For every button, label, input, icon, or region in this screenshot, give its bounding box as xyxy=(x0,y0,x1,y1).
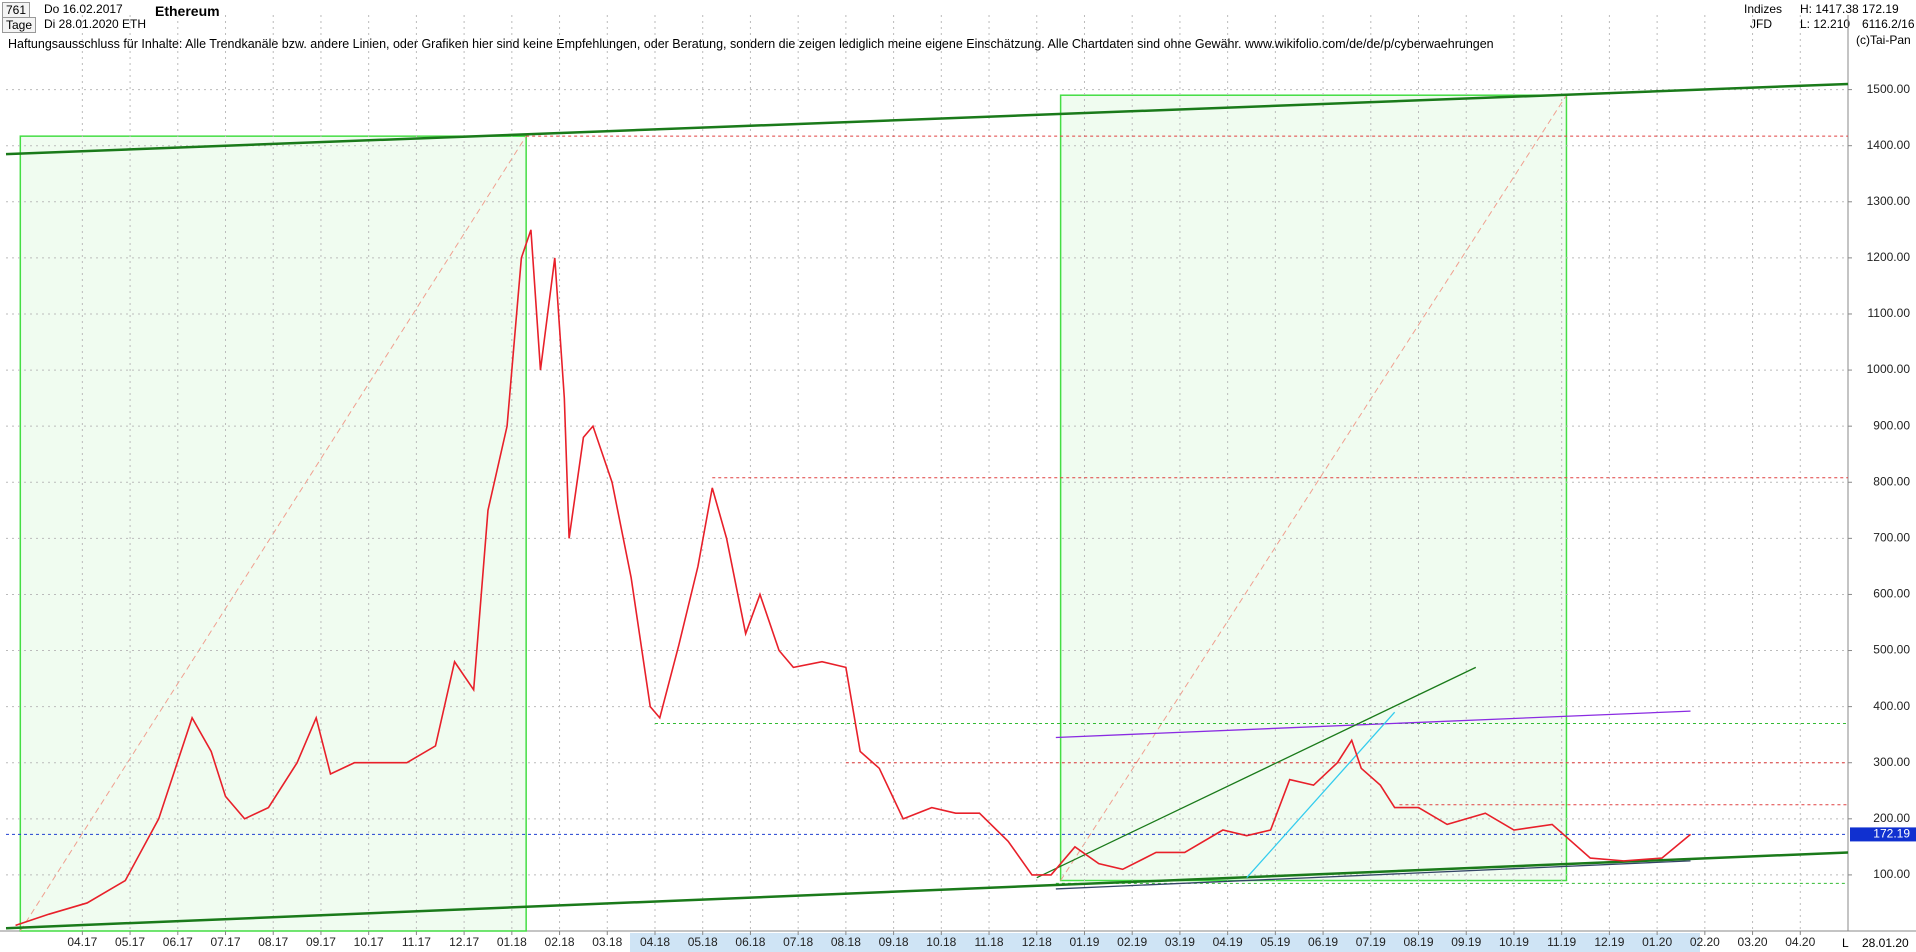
x-tick-label: 04.18 xyxy=(640,935,670,949)
y-tick-label: 1400.00 xyxy=(1867,138,1911,152)
y-tick-label: 700.00 xyxy=(1873,531,1910,545)
group: Indizes xyxy=(1744,2,1783,16)
y-tick-label: 200.00 xyxy=(1873,811,1910,825)
x-tick-label: 10.19 xyxy=(1499,935,1529,949)
x-tick-label: 12.18 xyxy=(1022,935,1052,949)
start-date: Do 16.02.2017 xyxy=(44,2,123,16)
x-tick-label: 08.18 xyxy=(831,935,861,949)
y-tick-label: 400.00 xyxy=(1873,699,1910,713)
box-diagonal xyxy=(19,135,527,932)
y-tick-label: 1200.00 xyxy=(1867,250,1911,264)
x-tick-label: 02.18 xyxy=(545,935,575,949)
x-tick-label: 01.19 xyxy=(1069,935,1099,949)
x-tick-label: 02.20 xyxy=(1690,935,1720,949)
high: H: 1417.38 xyxy=(1800,2,1859,16)
y-tick-label: 900.00 xyxy=(1873,418,1910,432)
x-tick-label: 03.20 xyxy=(1738,935,1768,949)
x-tick-label: 04.20 xyxy=(1785,935,1815,949)
x-tick-label: 03.19 xyxy=(1165,935,1195,949)
y-tick-label: 1100.00 xyxy=(1868,306,1911,320)
x-tick-label: 07.19 xyxy=(1356,935,1386,949)
x-tick-label: 12.19 xyxy=(1594,935,1624,949)
x-tick-label: 10.17 xyxy=(354,935,384,949)
last-price-label: 172.19 xyxy=(1873,827,1910,841)
disclaimer: Haftungsausschluss für Inhalte: Alle Tre… xyxy=(8,37,1494,51)
range-box xyxy=(1059,94,1568,882)
y-tick-label: 600.00 xyxy=(1873,587,1910,601)
period[interactable]: Tage xyxy=(2,17,37,33)
low: L: 12.210 xyxy=(1800,17,1851,31)
x-tick-label: 11.18 xyxy=(974,935,1003,949)
price-line xyxy=(15,229,1692,927)
x-tick-label: 01.18 xyxy=(497,935,527,949)
symbol: ETH xyxy=(122,17,146,31)
count[interactable]: 761 xyxy=(2,2,31,18)
range-box xyxy=(19,135,527,932)
x-tick-label: 11.19 xyxy=(1547,935,1576,949)
chart-title: Ethereum xyxy=(155,3,220,19)
x-tick-label: 05.18 xyxy=(688,935,718,949)
trend-line xyxy=(1246,711,1396,879)
y-tick-label: 1500.00 xyxy=(1867,82,1911,96)
last-price: 172.19 xyxy=(1862,2,1899,16)
x-tick-label: 05.19 xyxy=(1260,935,1290,949)
y-tick-label: 800.00 xyxy=(1873,474,1910,488)
x-tick-label: 07.18 xyxy=(783,935,813,949)
x-tick-label: 05.17 xyxy=(115,935,145,949)
x-tick-label: 04.19 xyxy=(1213,935,1243,949)
x-tick-label: 02.19 xyxy=(1117,935,1147,949)
last-price-box xyxy=(1850,827,1916,842)
x-tick-label: 09.18 xyxy=(879,935,909,949)
bottom-mode: L xyxy=(1842,936,1849,950)
trend-line xyxy=(1036,666,1477,879)
x-tick-label: 01.20 xyxy=(1642,935,1672,949)
y-tick-label: 1000.00 xyxy=(1867,362,1911,376)
trend-line xyxy=(5,82,1849,156)
x-tick-label: 04.17 xyxy=(67,935,97,949)
trend-line xyxy=(1055,710,1691,739)
bottom-date: 28.01.20 xyxy=(1862,936,1909,950)
x-tick-label: 06.17 xyxy=(163,935,193,949)
trend-line xyxy=(5,851,1849,930)
y-tick-label: 500.00 xyxy=(1873,643,1910,657)
x-tick-label: 08.17 xyxy=(258,935,288,949)
x-tick-label: 08.19 xyxy=(1404,935,1434,949)
x-tick-label: 12.17 xyxy=(449,935,479,949)
y-tick-label: 100.00 xyxy=(1873,867,1910,881)
x-tick-label: 09.19 xyxy=(1451,935,1481,949)
y-tick-label: 300.00 xyxy=(1873,755,1910,769)
x-tick-label: 10.18 xyxy=(926,935,956,949)
x-tick-label: 11.17 xyxy=(402,935,431,949)
x-tick-label: 06.19 xyxy=(1308,935,1338,949)
trend-line xyxy=(1055,860,1691,890)
x-tick-label: 03.18 xyxy=(592,935,622,949)
box-diagonal xyxy=(1060,94,1567,881)
end-date: Di 28.01.2020 xyxy=(44,17,119,31)
axis-highlight xyxy=(630,933,1700,952)
y-tick-label: 1300.00 xyxy=(1867,194,1911,208)
broker: JFD xyxy=(1750,17,1772,31)
x-tick-label: 09.17 xyxy=(306,935,336,949)
ratio: 6116.2/16 xyxy=(1862,17,1915,31)
x-tick-label: 06.18 xyxy=(735,935,765,949)
x-tick-label: 07.17 xyxy=(210,935,240,949)
copyright: (c)Tai-Pan xyxy=(1856,33,1911,47)
